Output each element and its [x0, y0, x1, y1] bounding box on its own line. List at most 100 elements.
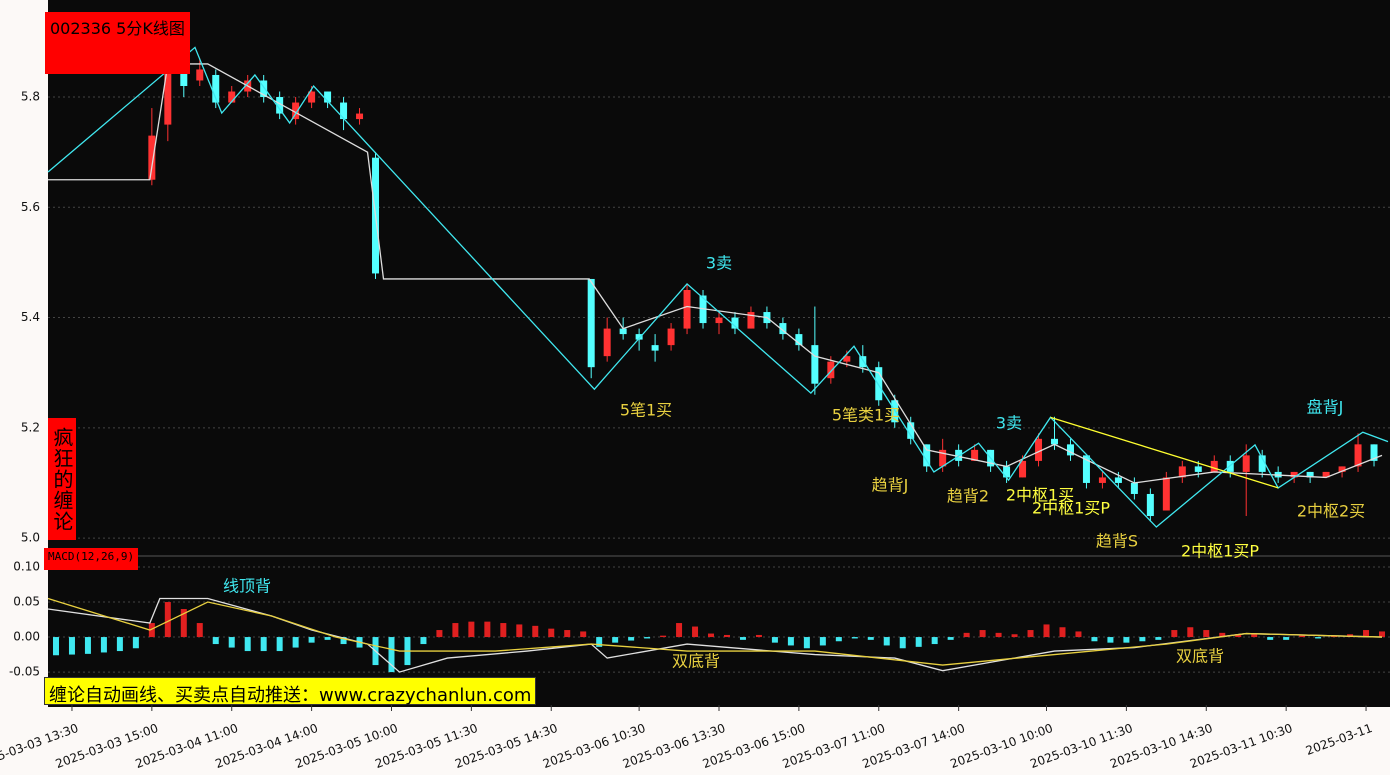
candle-body — [1210, 460, 1218, 472]
candle-body — [148, 135, 156, 180]
annotation: 线顶背 — [223, 577, 271, 596]
macd-bar — [500, 623, 507, 638]
candle-body — [587, 278, 595, 368]
macd-bar — [723, 634, 730, 638]
macd-bar — [883, 637, 890, 646]
candle-body — [228, 91, 236, 103]
candle-body — [1162, 477, 1170, 511]
y-tick-label: 5.6 — [21, 200, 40, 214]
overlay-line — [48, 63, 1383, 484]
macd-bar — [1251, 634, 1258, 638]
macd-bar — [1203, 630, 1210, 638]
candle-body — [180, 63, 188, 87]
candle-body — [1098, 477, 1106, 483]
macd-bar — [1379, 631, 1386, 638]
candle-body — [731, 317, 739, 329]
candle-body — [1178, 466, 1186, 478]
annotation: 3卖 — [706, 254, 732, 273]
macd-bar — [148, 623, 155, 638]
macd-bar — [1155, 637, 1162, 640]
macd-bar — [1011, 634, 1018, 638]
macd-bar — [899, 637, 906, 649]
candle-body — [619, 328, 627, 335]
macd-bar — [1283, 637, 1290, 640]
annotation: 5笔类1买 — [832, 406, 900, 425]
candle-body — [859, 356, 867, 368]
annotation: 盘背J — [1307, 398, 1344, 417]
candle-body — [939, 449, 947, 467]
candle-body — [683, 289, 691, 329]
macd-bar — [196, 623, 203, 638]
macd-bar — [708, 633, 715, 638]
candle-body — [1003, 466, 1011, 478]
candle-body — [667, 328, 675, 346]
macd-bar — [324, 637, 331, 640]
macd-bar — [308, 637, 315, 643]
candle-body — [747, 312, 755, 329]
annotation: 趋背2 — [947, 487, 989, 506]
macd-bar — [340, 637, 347, 645]
candle-body — [292, 102, 300, 120]
candle-body — [196, 69, 204, 81]
y-tick-label: 0.05 — [13, 595, 40, 609]
macd-bar — [68, 637, 75, 655]
macd-bar — [228, 637, 235, 648]
macd-bar — [612, 637, 619, 643]
macd-bar — [947, 637, 954, 640]
overlay-line — [47, 597, 1383, 666]
macd-bar — [260, 637, 267, 652]
candle-body — [1035, 438, 1043, 461]
annotation: 5笔1买 — [620, 401, 672, 420]
macd-bar — [532, 625, 539, 638]
y-tick-label: 5.4 — [21, 310, 40, 324]
macd-bar — [1315, 637, 1322, 639]
annotation: 双底背 — [672, 652, 720, 671]
annotation: 趋背J — [872, 476, 909, 495]
macd-bar — [484, 621, 491, 638]
candle-body — [1019, 460, 1027, 478]
macd-bar — [276, 637, 283, 652]
candle-body — [164, 63, 172, 125]
candle-body — [212, 74, 220, 103]
candle-body — [843, 356, 851, 362]
candle-body — [1130, 482, 1138, 494]
candle-body — [340, 102, 348, 120]
macd-bar — [52, 637, 59, 656]
macd-bar — [1235, 634, 1242, 638]
macd-bar — [1187, 627, 1194, 638]
annotation: 3卖 — [996, 414, 1022, 433]
candle-body — [603, 328, 611, 357]
side-title: 疯狂的缠论 — [48, 418, 76, 540]
annotation: 2中枢2买 — [1297, 502, 1365, 521]
macd-bar — [1123, 637, 1130, 643]
macd-bar — [995, 632, 1002, 638]
y-tick-label: 5.0 — [21, 531, 40, 545]
macd-bar — [787, 637, 794, 646]
macd-bar — [963, 632, 970, 638]
macd-bar — [164, 602, 171, 638]
y-tick-label: 5.2 — [21, 420, 40, 434]
macd-bar — [660, 635, 667, 638]
macd-bar — [212, 637, 219, 645]
macd-bar — [1219, 632, 1226, 638]
y-tick-label: 5.8 — [21, 90, 40, 104]
overlay-line — [47, 46, 1389, 528]
macd-bar — [1043, 624, 1050, 638]
macd-bar — [1299, 635, 1306, 638]
candle-body — [1146, 493, 1154, 517]
macd-bar — [1027, 630, 1034, 638]
macd-bar — [292, 637, 299, 648]
macd-bar — [819, 637, 826, 646]
macd-bar — [1331, 636, 1338, 638]
candle-body — [1066, 444, 1074, 456]
y-tick-label: 0.00 — [13, 630, 40, 644]
y-tick-label: -0.05 — [9, 665, 40, 679]
macd-bar — [739, 637, 746, 640]
macd-bar — [1139, 637, 1146, 642]
macd-bar — [596, 637, 603, 647]
macd-bar — [100, 637, 107, 653]
candle-body — [1258, 455, 1266, 472]
macd-bar — [132, 637, 139, 649]
candle-body — [1306, 471, 1314, 478]
